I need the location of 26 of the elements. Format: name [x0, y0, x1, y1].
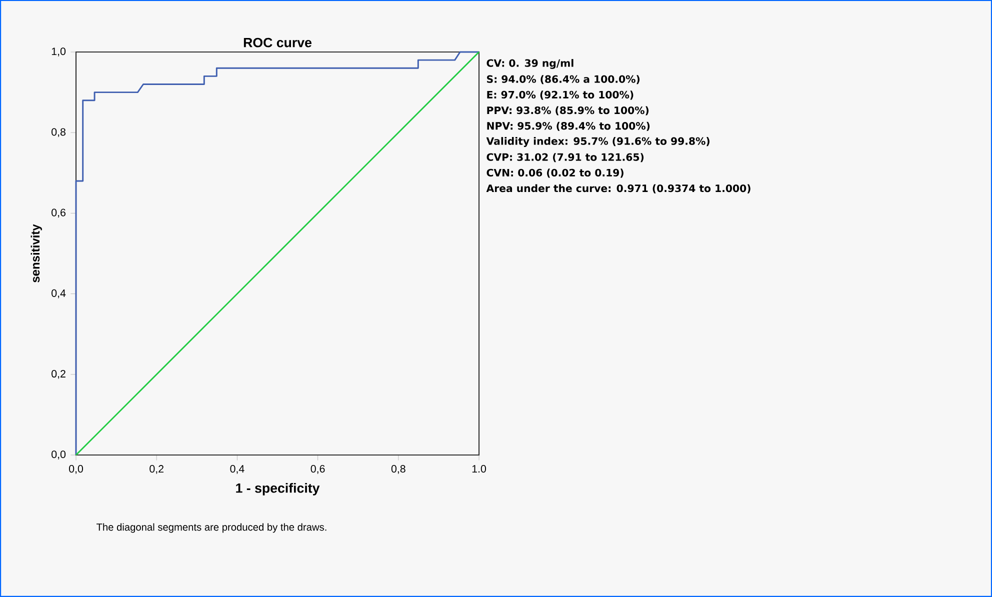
- y-tick-label: 0,6: [52, 208, 66, 218]
- y-axis-title: sensitivity: [30, 224, 42, 282]
- x-tick-label: 1.0: [472, 465, 486, 473]
- line-series: [75, 51, 480, 456]
- text: NPV: 95.9% (89.4% to 100%): [487, 122, 650, 131]
- text: Area under the curve: 0.971 (0.9374 to 1.000): [486, 184, 750, 194]
- y-tick-label: 1,0: [52, 48, 66, 56]
- text: S: 94.0% (86.4% a 100.0%): [487, 75, 640, 84]
- y-tick-label: 0,0: [52, 450, 66, 460]
- x-tick-label: 0,8: [391, 465, 406, 474]
- text: The diagonal segments are produced by the draws.: [96, 523, 326, 533]
- text: CVN: 0.06 (0.02 to 0.19): [486, 168, 624, 178]
- x-tick-label: 0,2: [150, 465, 164, 474]
- x-tick-label: 0,6: [310, 465, 325, 474]
- text: CVP: 31.02 (7.91 to 121.65): [486, 153, 644, 162]
- y-tick-label: 0,8: [52, 128, 66, 137]
- text: PPV: 93.8% (85.9% to 100%): [487, 106, 649, 116]
- text: Validity index: 95.7% (91.6% to 99.8%): [486, 137, 710, 147]
- x-tick-label: 0,0: [69, 465, 84, 474]
- y-tick-label: 0,2: [52, 370, 66, 379]
- y-tick-label: 0,4: [52, 289, 66, 298]
- text: CV: 0. 39 ng/ml: [486, 59, 574, 69]
- text: E: 97.0% (92.1% to 100%): [487, 90, 634, 100]
- x-tick-label: 0,4: [230, 465, 244, 474]
- chart-title: ROC curve: [244, 38, 312, 48]
- x-axis-title: 1 - specificity: [236, 483, 320, 496]
